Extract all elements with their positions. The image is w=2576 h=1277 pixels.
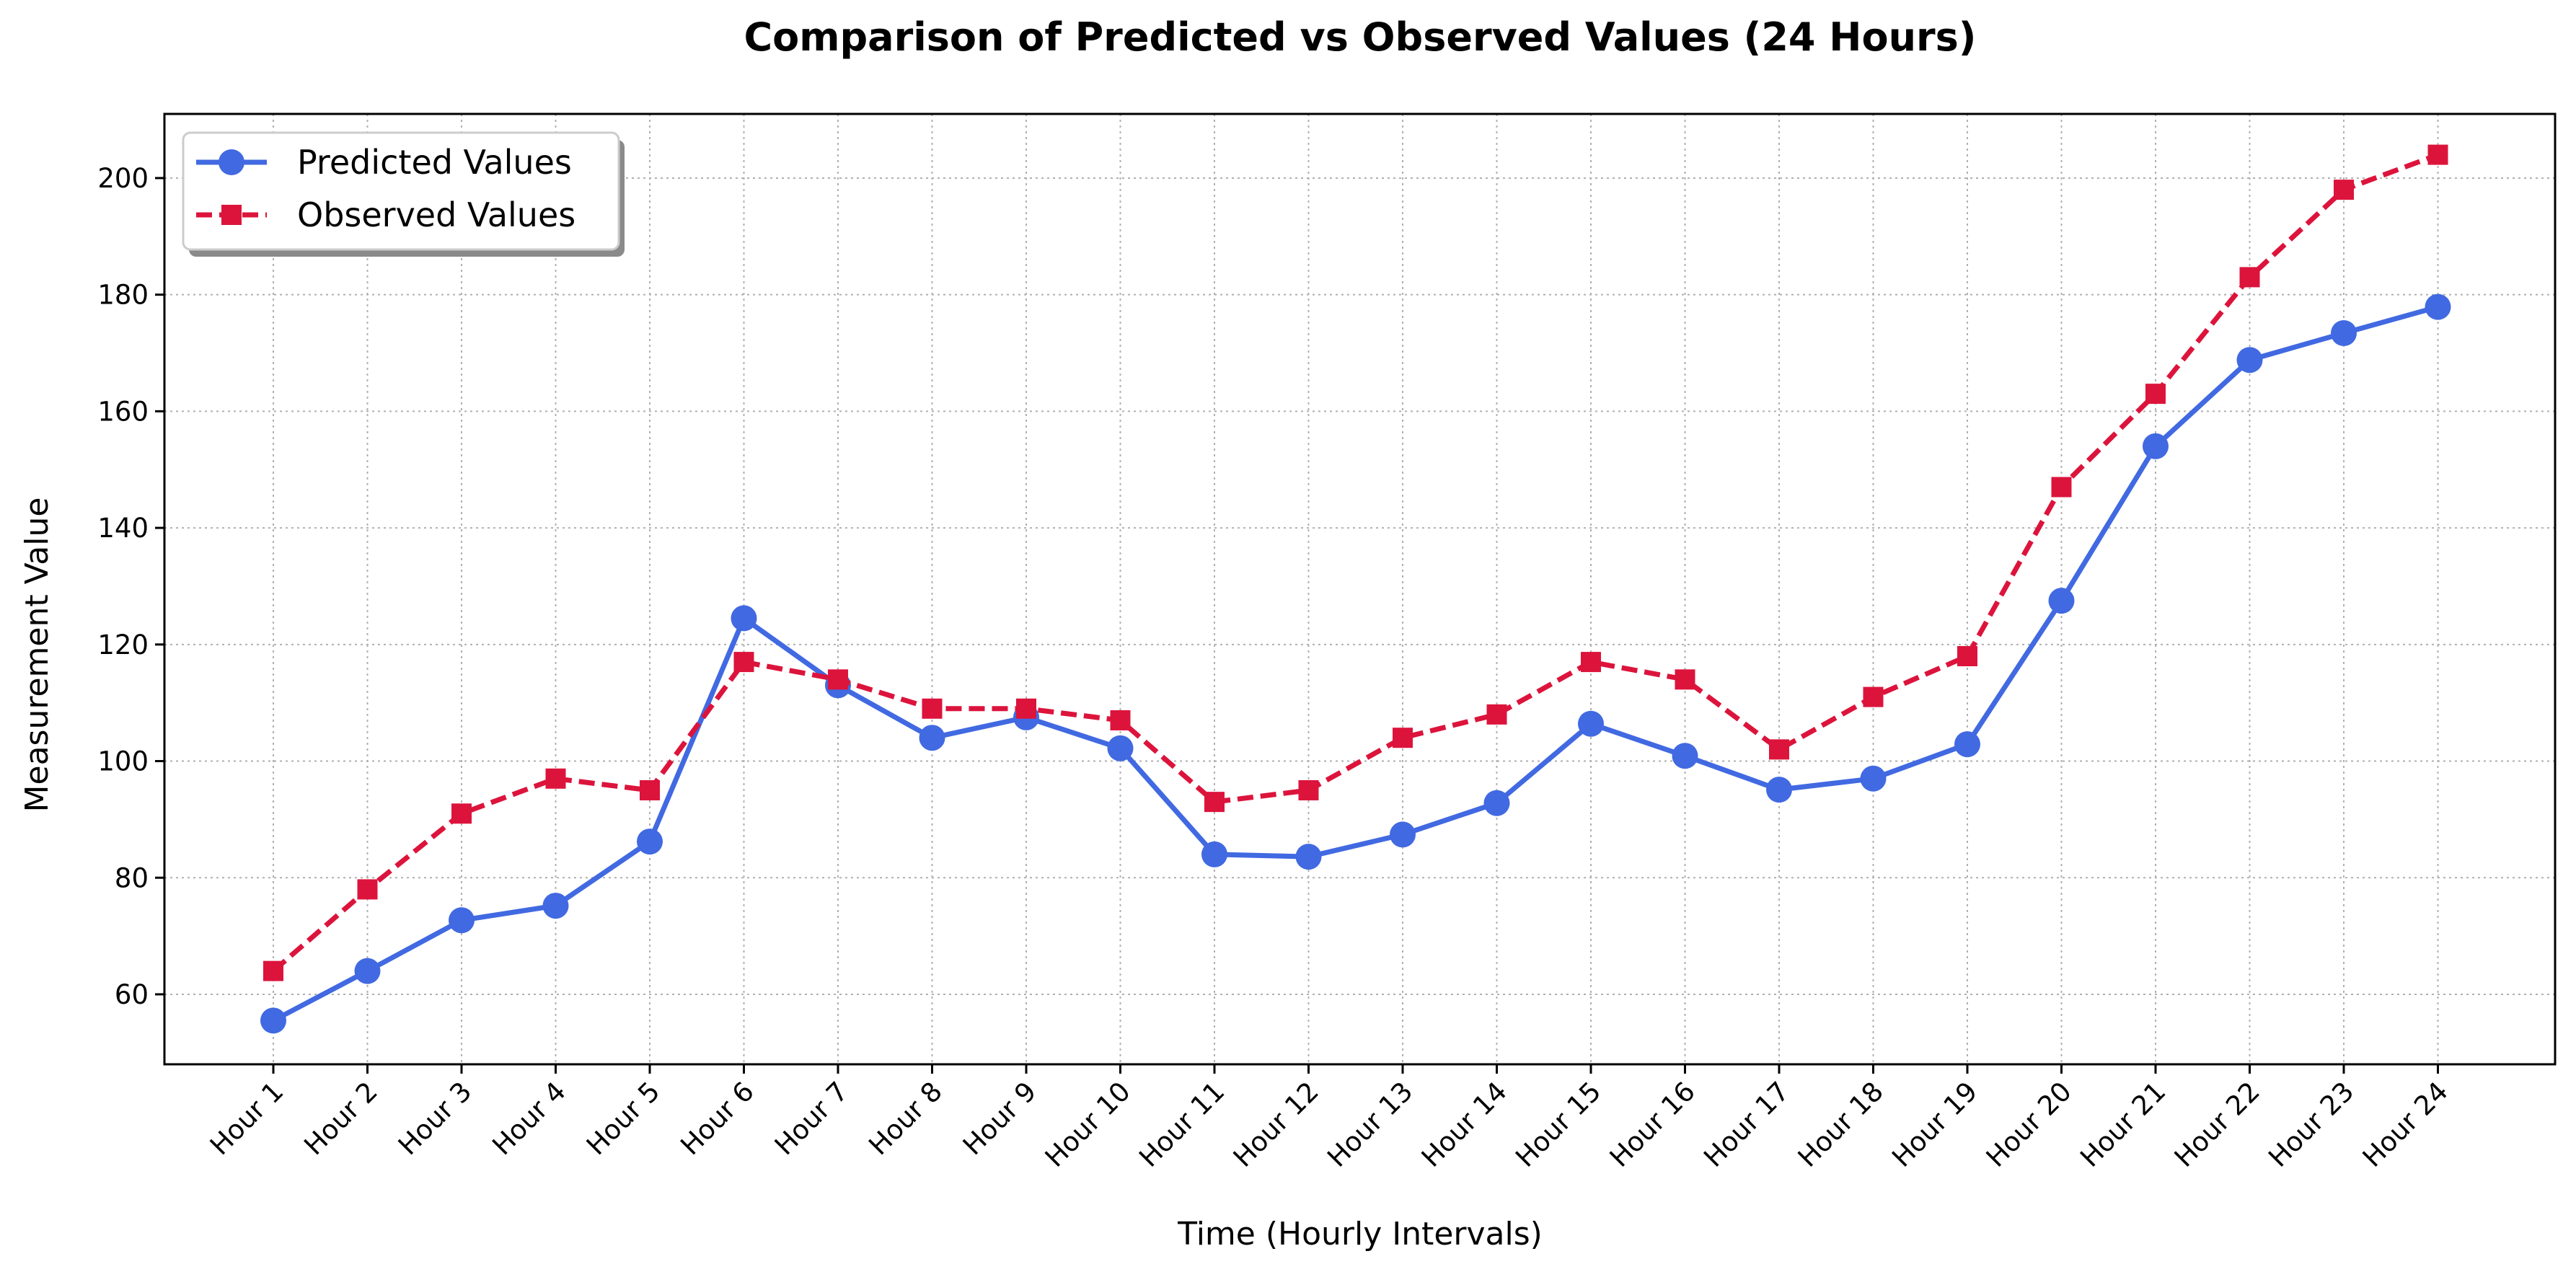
y-tick-label: 160 xyxy=(97,396,149,427)
predicted-values-point xyxy=(2425,293,2451,320)
predicted-values-point xyxy=(354,958,381,984)
observed-values-point xyxy=(1957,645,1977,666)
observed-values-point xyxy=(1581,652,1601,673)
legend: Predicted Values Observed Values xyxy=(182,131,625,257)
predicted-values-point xyxy=(637,828,663,855)
observed-values-point xyxy=(2427,144,2448,165)
observed-values-point xyxy=(357,879,378,900)
predicted-values-point xyxy=(1672,743,1698,769)
predicted-values-point xyxy=(2048,588,2075,614)
predicted-values-point xyxy=(2236,347,2263,374)
predicted-values-point xyxy=(1107,735,1134,761)
observed-values-point xyxy=(1769,739,1789,760)
y-tick-label: 100 xyxy=(97,746,149,777)
y-tick-label: 140 xyxy=(97,513,149,544)
observed-values-point xyxy=(922,698,943,719)
predicted-values-point xyxy=(1954,731,1980,758)
legend-observed-values-swatch-marker xyxy=(221,205,242,225)
y-axis-label: Measurement Value xyxy=(19,498,56,813)
predicted-values-point xyxy=(1201,841,1227,867)
predicted-values-point xyxy=(1860,765,1887,792)
legend-predicted-values-swatch-marker xyxy=(219,149,244,175)
legend-box xyxy=(182,131,620,251)
observed-values-point xyxy=(2051,477,2072,498)
observed-values-point xyxy=(1393,728,1413,748)
predicted-values-point xyxy=(449,907,475,934)
predicted-values-point xyxy=(731,605,757,632)
observed-values-point xyxy=(733,652,754,673)
predicted-values-point xyxy=(1766,777,1792,803)
observed-values-point xyxy=(1110,710,1131,730)
predicted-values-point xyxy=(1295,844,1322,870)
observed-values-line xyxy=(271,152,2439,973)
observed-values-point xyxy=(828,669,848,690)
predicted-values-point xyxy=(2331,320,2357,347)
observed-values-point xyxy=(1016,698,1036,719)
plot-area-frame xyxy=(163,112,2557,1066)
y-tick-label: 120 xyxy=(97,629,149,660)
observed-values-point xyxy=(640,779,660,800)
predicted-values-point xyxy=(542,893,569,919)
predicted-values-point xyxy=(1390,821,1416,848)
observed-values-point xyxy=(545,768,566,789)
legend-observed-values-label: Observed Values xyxy=(297,195,575,234)
legend-predicted-values-label: Predicted Values xyxy=(297,143,572,182)
y-tick-label: 180 xyxy=(97,280,149,311)
observed-values-point xyxy=(1204,792,1225,813)
predicted-values-point xyxy=(919,725,945,751)
series-layer xyxy=(260,144,2451,1034)
observed-values-point xyxy=(451,803,472,824)
predicted-values-point xyxy=(1578,710,1604,737)
grid xyxy=(164,114,2555,1064)
observed-values-point xyxy=(1863,686,1884,707)
observed-values-point xyxy=(2334,180,2354,200)
observed-values-point xyxy=(1298,779,1319,800)
observed-values-point xyxy=(1675,669,1695,690)
observed-values-point xyxy=(2145,384,2166,405)
chart-title: Comparison of Predicted vs Observed Valu… xyxy=(744,14,1977,60)
observed-values-point xyxy=(263,960,283,981)
x-axis-label: Time (Hourly Intervals) xyxy=(1177,1216,1543,1252)
y-tick-label: 200 xyxy=(97,163,149,194)
predicted-values-point xyxy=(260,1007,286,1034)
predicted-values-point xyxy=(2143,433,2169,459)
observed-values-point xyxy=(1486,704,1507,725)
predicted-values-line xyxy=(272,304,2439,1023)
y-tick-label: 60 xyxy=(115,979,149,1010)
observed-values-point xyxy=(2239,267,2260,288)
predicted-values-point xyxy=(1483,790,1510,816)
y-tick-label: 80 xyxy=(115,862,149,893)
